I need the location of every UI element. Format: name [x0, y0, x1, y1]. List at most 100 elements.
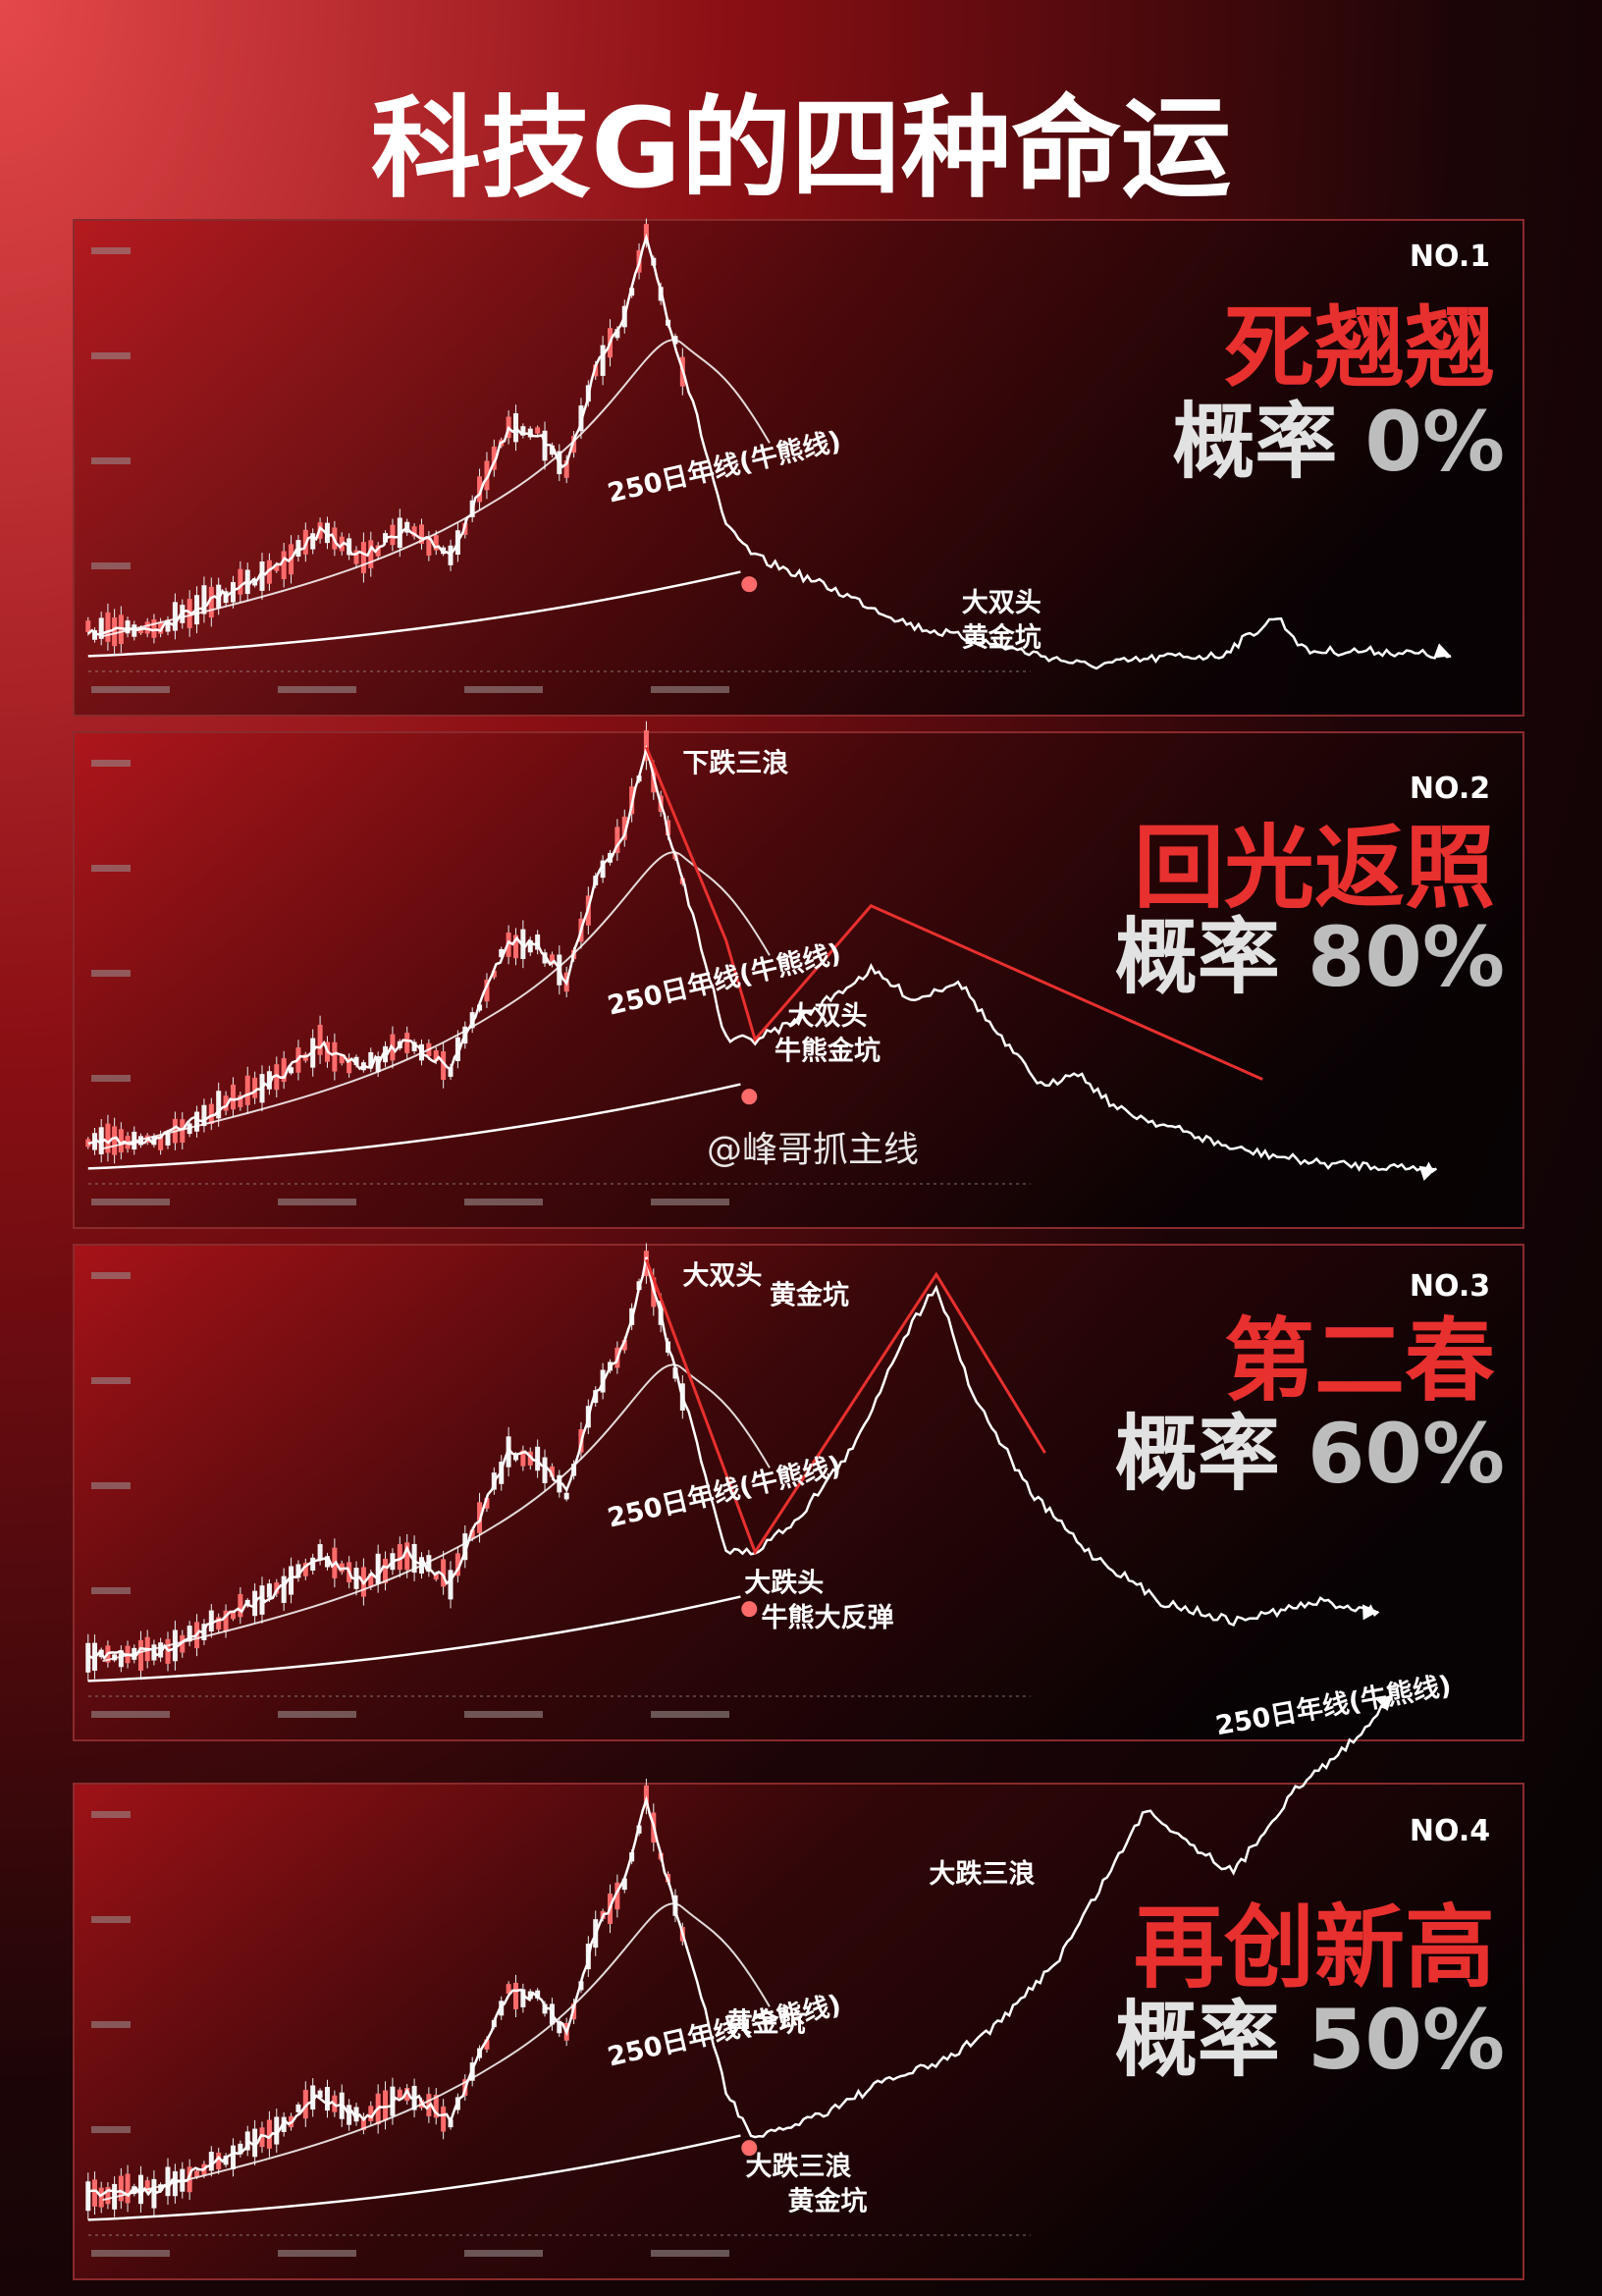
candle [259, 561, 265, 591]
candle [383, 2090, 389, 2121]
candle [151, 619, 157, 638]
candle [347, 1057, 352, 1074]
candle [230, 1084, 236, 1110]
candle [252, 2128, 258, 2158]
candle [274, 1064, 280, 1091]
candle [317, 1024, 323, 1055]
candle [375, 1056, 381, 1073]
candle [85, 1642, 91, 1673]
trend-line [645, 1258, 1046, 1556]
candle [144, 621, 150, 634]
axis-label [91, 2021, 131, 2028]
candle [542, 1457, 548, 1483]
candle [441, 2106, 447, 2132]
candle [484, 2039, 490, 2050]
candle [281, 551, 287, 579]
candle [302, 1563, 308, 1576]
candle [216, 584, 222, 609]
candle [469, 1529, 475, 1539]
candle [383, 1558, 389, 1583]
candle [441, 1559, 447, 1587]
candle [491, 970, 497, 978]
candle [230, 1612, 236, 1620]
candle [563, 1492, 569, 1500]
candle [112, 1126, 118, 1155]
candle [91, 2179, 97, 2207]
candle [477, 476, 483, 503]
candle [535, 1990, 541, 1999]
candle [158, 1642, 164, 1658]
axis-label [91, 1587, 131, 1594]
annotation: 大双头 [788, 1001, 868, 1032]
candle [289, 1566, 294, 1595]
candle [512, 413, 518, 443]
price-line [87, 1256, 1380, 1661]
candle [499, 2001, 505, 2016]
candle [557, 1474, 562, 1493]
axis-label [278, 2250, 356, 2257]
candle [223, 1610, 229, 1632]
candle [535, 934, 541, 950]
candle [600, 860, 606, 879]
price-line [87, 1693, 1395, 2198]
candle [295, 1564, 301, 1578]
candle [98, 617, 104, 639]
candle [549, 1466, 555, 1477]
candle [216, 2153, 222, 2169]
axis-label [91, 1916, 131, 1923]
candle [411, 1543, 417, 1574]
candle [614, 329, 620, 339]
candle [180, 1119, 186, 1143]
candle [118, 1129, 124, 1153]
price-line [87, 744, 1438, 1175]
candle [295, 2104, 301, 2112]
candle [259, 1585, 265, 1615]
panel-number: NO.1 [1410, 240, 1490, 274]
candle [310, 2085, 316, 2110]
candle [158, 2184, 164, 2191]
candle [614, 1882, 620, 1910]
candle [506, 1984, 511, 1994]
marker [741, 576, 758, 593]
candle [433, 535, 439, 551]
candle [85, 2181, 91, 2212]
axis-label [91, 2250, 170, 2257]
candle [274, 563, 280, 571]
candle [266, 2119, 272, 2149]
candle [216, 1617, 222, 1630]
candle [535, 427, 541, 434]
axis-label [91, 457, 131, 464]
candle [347, 2105, 352, 2125]
probability: 概率 60% [1115, 1406, 1505, 1502]
candle [158, 1135, 164, 1150]
candle [411, 1041, 417, 1051]
candle [244, 2131, 250, 2151]
axis-label [91, 247, 131, 254]
axis-label [464, 686, 543, 693]
candle [600, 345, 606, 376]
candle [332, 1041, 338, 1072]
candle [238, 1095, 243, 1107]
candle [259, 2127, 265, 2148]
candle [165, 2166, 171, 2197]
panel-frame [73, 219, 1524, 717]
candle [208, 1610, 214, 1632]
candle [454, 1037, 460, 1061]
candle [368, 540, 374, 568]
candle [238, 1593, 243, 1618]
scenario-name: 第二春 [1224, 1308, 1495, 1414]
candle [484, 460, 490, 491]
candle [441, 547, 447, 555]
candle [281, 2116, 287, 2132]
annotation: 大双头 [962, 588, 1041, 618]
probability-value: 80% [1308, 909, 1505, 1005]
candle [238, 2143, 243, 2155]
candle [368, 1051, 374, 1068]
axis-label [91, 970, 131, 977]
arrow-head [1433, 643, 1452, 659]
candle [512, 1454, 518, 1461]
panel-frame [73, 1244, 1524, 1741]
candle [404, 1542, 410, 1571]
candle [433, 1573, 439, 1580]
